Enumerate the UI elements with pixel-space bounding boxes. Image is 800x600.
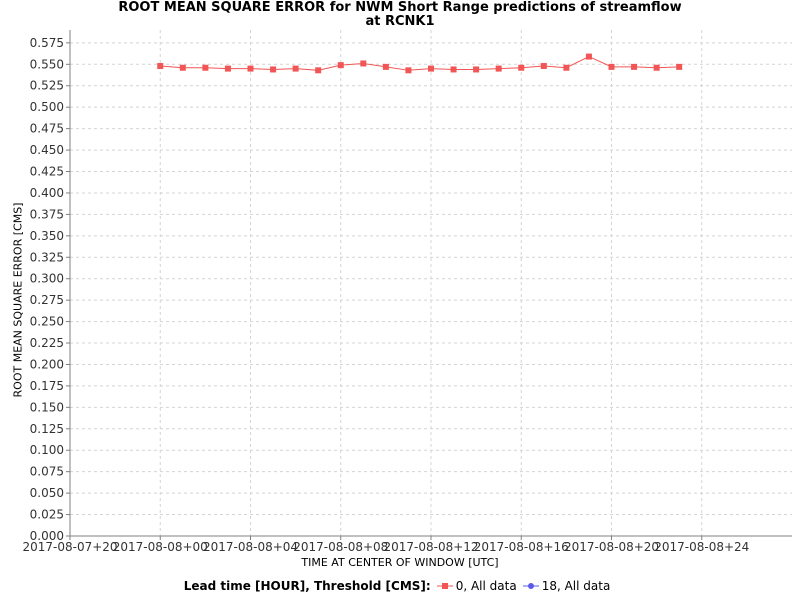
data-point-marker (428, 65, 434, 72)
data-point-marker (382, 63, 389, 70)
y-tick-label: 0.575 (30, 36, 64, 50)
data-point-marker (337, 62, 344, 69)
legend-circle-marker-icon (522, 583, 539, 589)
x-tick-label: 2017-08-08+20 (564, 540, 659, 554)
y-tick-label: 0.550 (30, 57, 64, 71)
y-tick-label: 0.000 (30, 529, 64, 543)
y-tick-label: 0.175 (30, 379, 64, 393)
y-tick-label: 0.225 (30, 336, 64, 350)
x-tick-label: 2017-08-08+04 (203, 540, 298, 554)
y-tick-label: 0.075 (30, 465, 64, 479)
y-tick-label: 0.275 (30, 293, 64, 307)
data-point-marker (405, 67, 412, 74)
data-point-marker (563, 64, 570, 71)
x-tick-label: 2017-08-08+24 (654, 540, 749, 554)
y-tick-label: 0.425 (30, 165, 64, 179)
x-tick-label: 2017-08-08+08 (293, 540, 388, 554)
chart-title: ROOT MEAN SQUARE ERROR for NWM Short Ran… (118, 0, 682, 15)
y-tick-label: 0.350 (30, 229, 64, 243)
y-tick-label: 0.250 (30, 315, 64, 329)
y-tick-label: 0.475 (30, 122, 64, 136)
legend-label-series-0: 0, All data (455, 579, 517, 593)
data-point-marker (518, 64, 525, 71)
y-tick-label: 0.400 (30, 186, 64, 200)
legend-item-series-1: 18, All data (522, 579, 611, 593)
series-line (160, 56, 680, 71)
legend-square-marker-icon (436, 583, 453, 589)
y-tick-label: 0.050 (30, 486, 64, 500)
y-tick-label: 0.500 (30, 100, 64, 114)
y-tick-label: 0.300 (30, 272, 64, 286)
data-point-marker (473, 66, 480, 73)
data-point-marker (360, 60, 367, 67)
x-tick-label: 2017-08-08+00 (113, 540, 208, 554)
data-point-marker (631, 63, 638, 70)
legend-label-series-1: 18, All data (541, 579, 611, 593)
data-point-marker (450, 66, 457, 73)
data-point-marker (585, 53, 592, 60)
y-tick-label: 0.450 (30, 143, 64, 157)
chart-subtitle: at RCNK1 (365, 14, 435, 29)
data-point-marker (157, 63, 164, 70)
y-tick-label: 0.025 (30, 508, 64, 522)
y-tick-label: 0.100 (30, 443, 64, 457)
data-point-marker (270, 66, 277, 73)
data-point-marker (315, 67, 322, 74)
y-tick-label: 0.200 (30, 357, 64, 371)
x-tick-label: 2017-08-07+20 (22, 540, 117, 554)
x-axis-label: TIME AT CENTER OF WINDOW [UTC] (301, 556, 499, 569)
y-tick-label: 0.325 (30, 250, 64, 264)
y-tick-label: 0.525 (30, 79, 64, 93)
data-point-marker (540, 63, 547, 70)
x-tick-label: 2017-08-08+12 (383, 540, 478, 554)
data-point-marker (653, 64, 660, 71)
y-axis-label: ROOT MEAN SQUARE ERROR [CMS] (11, 202, 25, 398)
legend-item-series-0: 0, All data (436, 579, 517, 593)
legend: Lead time [HOUR], Threshold [CMS]: 0, Al… (0, 579, 800, 593)
legend-title: Lead time [HOUR], Threshold [CMS]: (183, 579, 431, 593)
y-tick-label: 0.125 (30, 422, 64, 436)
data-point-marker (292, 65, 299, 72)
y-tick-label: 0.150 (30, 400, 64, 414)
data-point-marker (495, 65, 502, 72)
data-point-marker (608, 63, 615, 70)
data-point-marker (179, 64, 186, 71)
data-point-marker (202, 64, 209, 71)
y-tick-label: 0.375 (30, 207, 64, 221)
data-point-marker (247, 65, 254, 72)
data-point-marker (224, 65, 231, 72)
data-point-marker (676, 63, 683, 70)
x-tick-label: 2017-08-08+16 (474, 540, 569, 554)
